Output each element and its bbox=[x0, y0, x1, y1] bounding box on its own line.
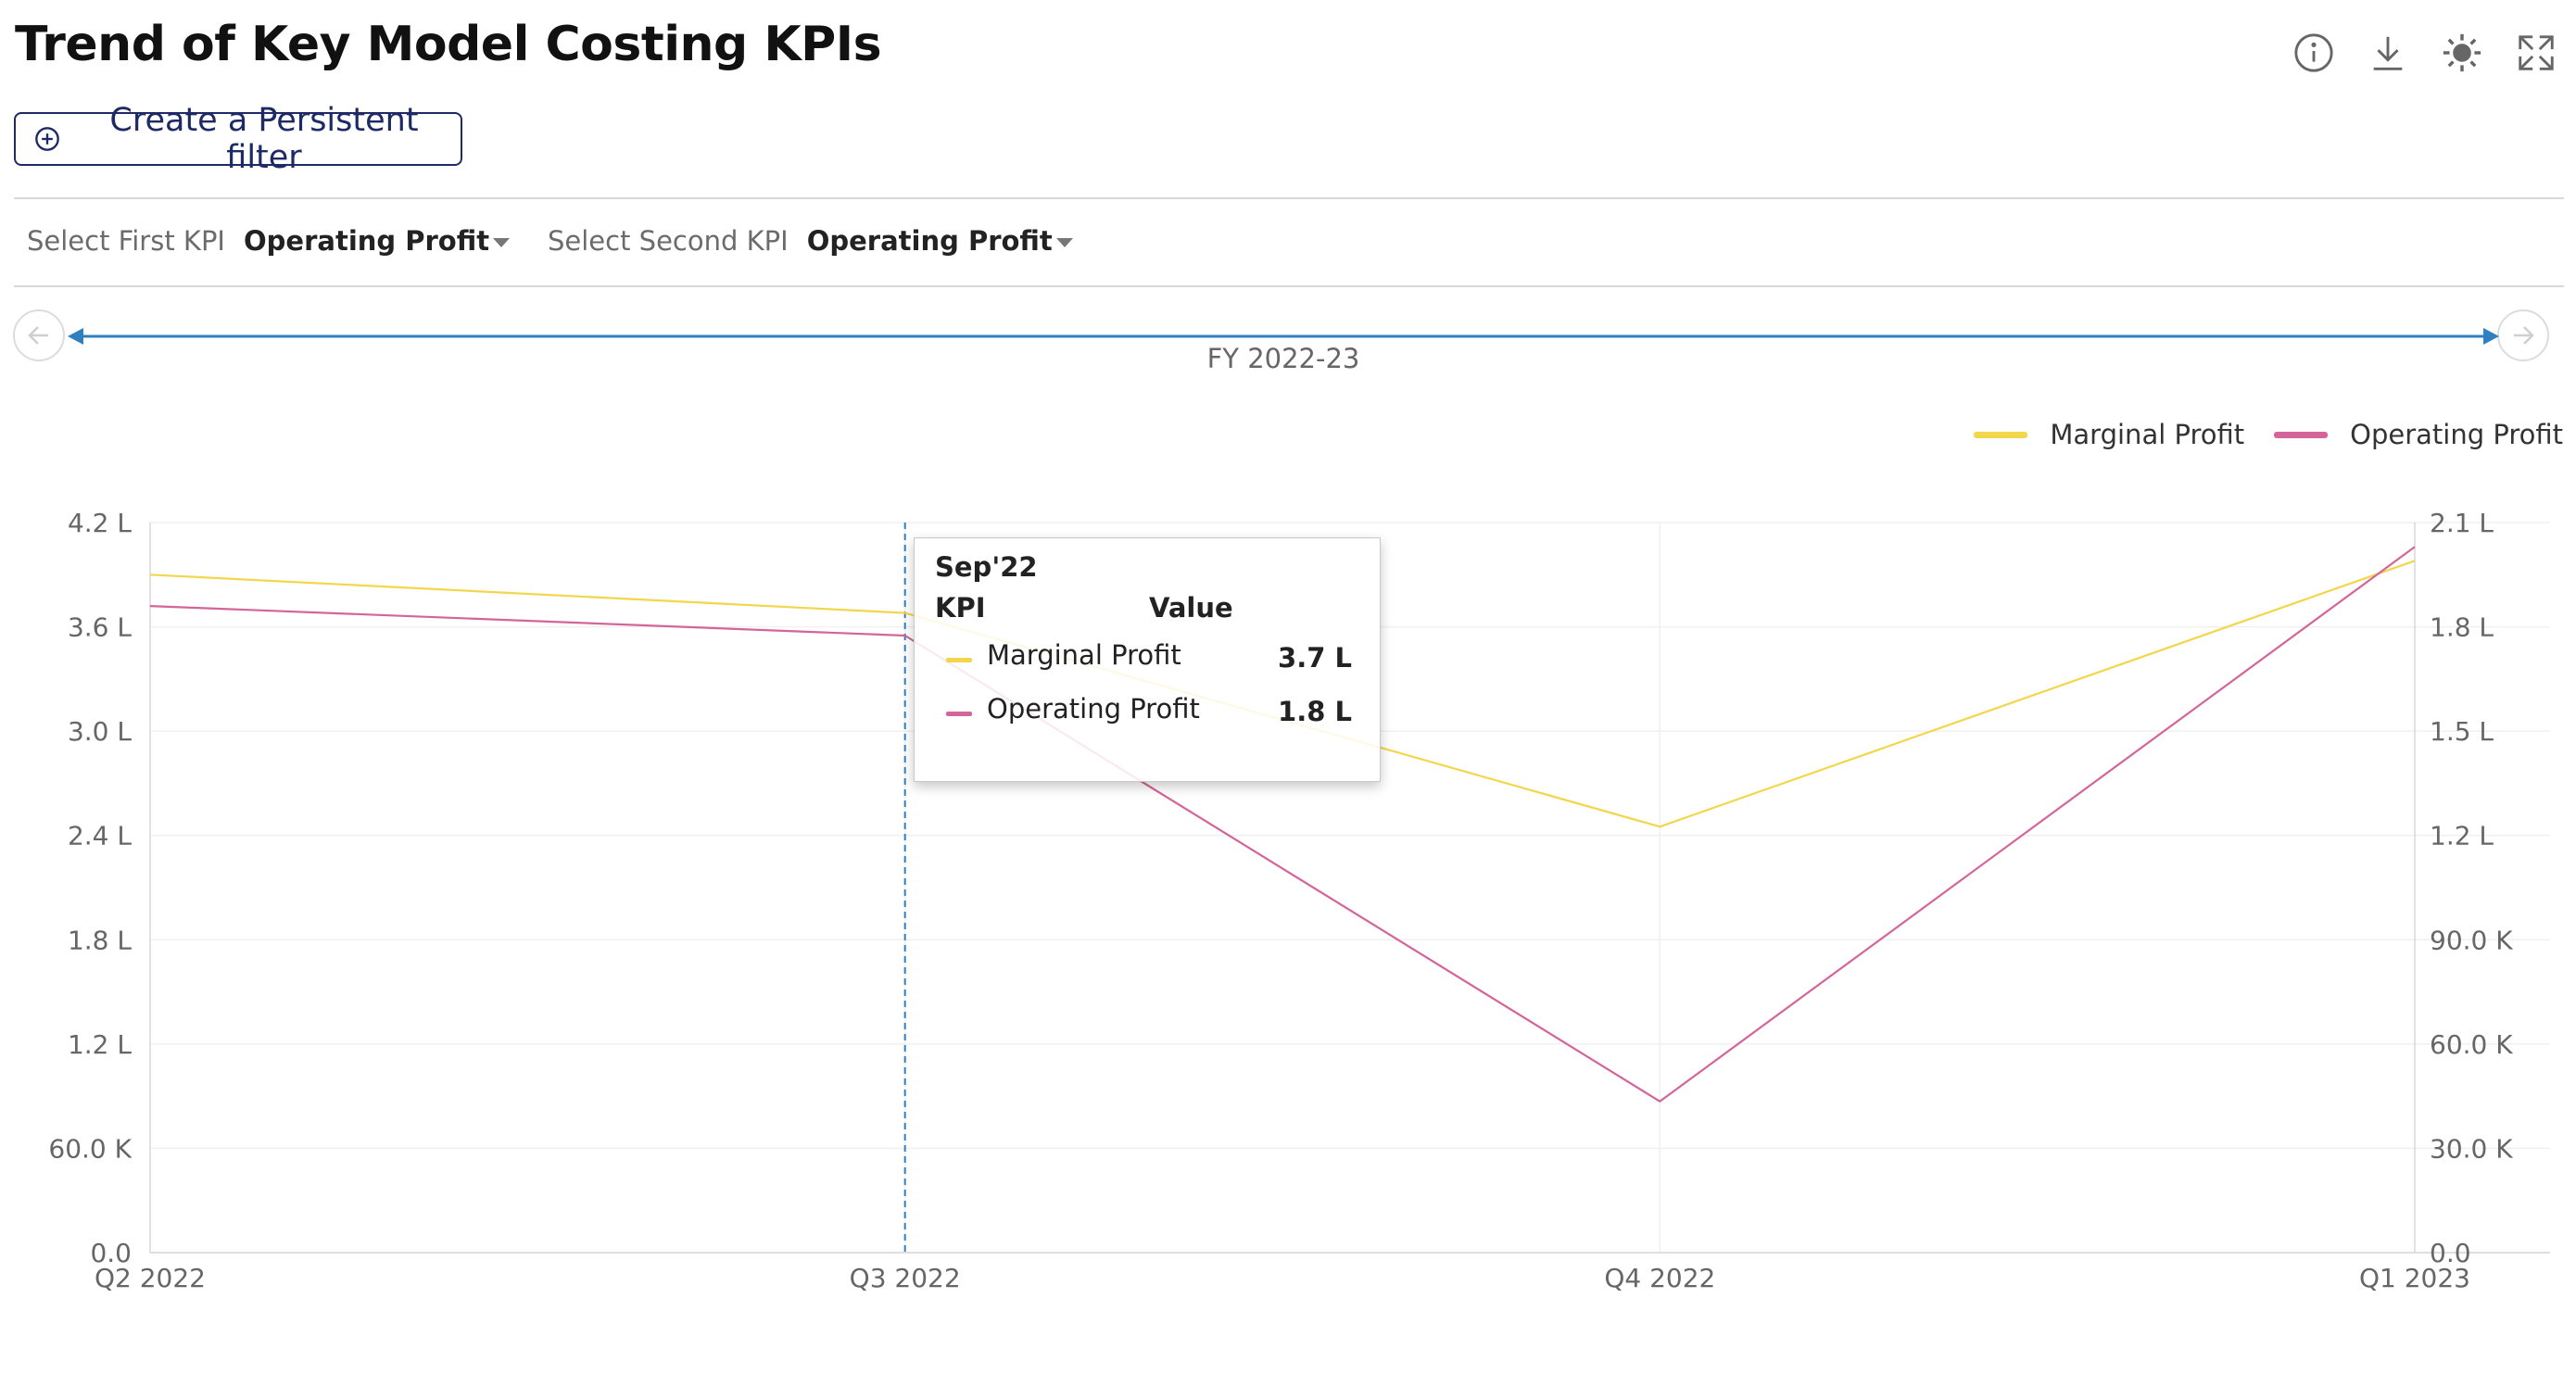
legend-item-operating-profit[interactable]: Operating Profit bbox=[2274, 419, 2563, 450]
data-point-marginal-profit bbox=[2413, 559, 2418, 563]
data-point-marginal-profit bbox=[903, 611, 907, 615]
data-point-marginal-profit bbox=[1658, 825, 1662, 829]
tooltip-kpi-value: 1.8 L bbox=[1278, 696, 1352, 727]
kpi-selector-row: Select First KPI Operating Profit Select… bbox=[0, 225, 2576, 266]
divider bbox=[14, 285, 2564, 287]
y-left-tick-label: 3.0 L bbox=[68, 716, 132, 747]
tooltip-row-marginal-profit: Marginal Profit 3.7 L bbox=[946, 642, 1352, 674]
second-kpi-value: Operating Profit bbox=[806, 225, 1053, 257]
legend-label: Operating Profit bbox=[2350, 419, 2563, 450]
toolbar bbox=[2287, 26, 2563, 80]
first-kpi-value: Operating Profit bbox=[244, 225, 490, 257]
timeline-handle-end[interactable] bbox=[2483, 328, 2499, 345]
second-kpi-label: Select Second KPI bbox=[548, 225, 789, 257]
first-kpi-label: Select First KPI bbox=[27, 225, 225, 257]
settings-button[interactable] bbox=[2435, 26, 2489, 80]
data-point-operating-profit bbox=[148, 604, 153, 609]
expand-button[interactable] bbox=[2509, 26, 2563, 80]
y-left-tick-label: 60.0 K bbox=[48, 1133, 132, 1164]
chevron-down-icon bbox=[493, 238, 511, 247]
first-kpi-selector: Select First KPI Operating Profit bbox=[27, 225, 511, 257]
y-right-tick-label: 1.2 L bbox=[2430, 821, 2494, 851]
x-tick-label: Q2 2022 bbox=[95, 1263, 206, 1293]
y-right-tick-label: 0.0 bbox=[2430, 1238, 2471, 1268]
x-tick-label: Q4 2022 bbox=[1604, 1263, 1715, 1293]
chart-grid bbox=[149, 522, 2550, 1254]
arrow-right-icon bbox=[2514, 326, 2534, 345]
legend-item-marginal-profit[interactable]: Marginal Profit bbox=[1974, 419, 2244, 450]
x-tick-label: Q1 2023 bbox=[2359, 1263, 2470, 1293]
y-left-tick-label: 1.8 L bbox=[68, 925, 132, 955]
x-tick-label: Q3 2022 bbox=[850, 1263, 961, 1293]
legend-label: Marginal Profit bbox=[2050, 419, 2245, 450]
data-point-operating-profit bbox=[1658, 1099, 1662, 1103]
chart-tooltip: Sep'22 KPI Value Marginal Profit 3.7 L O… bbox=[914, 537, 1381, 782]
page-title: Trend of Key Model Costing KPIs bbox=[15, 17, 882, 72]
second-kpi-dropdown[interactable]: Operating Profit bbox=[807, 225, 1073, 257]
y-right-tick-label: 90.0 K bbox=[2430, 925, 2513, 955]
first-kpi-dropdown[interactable]: Operating Profit bbox=[244, 225, 511, 257]
y-right-tick-label: 60.0 K bbox=[2430, 1029, 2513, 1060]
info-button[interactable] bbox=[2287, 26, 2341, 80]
divider bbox=[14, 197, 2564, 199]
data-point-operating-profit bbox=[903, 633, 907, 637]
chart-axes: 0.0 60.0 K 1.2 L 1.8 L 2.4 L 3.0 L 3.6 L 4.2 L 0… bbox=[48, 508, 2513, 1293]
series-line-operating-profit bbox=[149, 546, 2416, 1103]
y-left-tick-label: 1.2 L bbox=[68, 1029, 132, 1060]
second-kpi-selector: Select Second KPI Operating Profit bbox=[548, 225, 1073, 257]
timeline-label: FY 2022-23 bbox=[1207, 343, 1360, 374]
data-point-operating-profit bbox=[2413, 545, 2418, 549]
create-persistent-filter-button[interactable]: Create a Persistent filter bbox=[14, 102, 462, 176]
timeline-slider: FY 2022-23 bbox=[13, 309, 2549, 374]
plus-circle-icon bbox=[35, 127, 59, 151]
arrow-left-icon bbox=[28, 326, 48, 345]
y-left-tick-label: 4.2 L bbox=[68, 508, 132, 538]
timeline-handle-start[interactable] bbox=[68, 328, 83, 345]
tooltip-title: Sep'22 bbox=[935, 551, 1038, 583]
download-icon bbox=[2373, 36, 2403, 70]
y-right-tick-label: 1.8 L bbox=[2430, 612, 2494, 643]
tooltip-kpi-header: KPI bbox=[935, 592, 986, 624]
chevron-down-icon bbox=[1055, 238, 1073, 247]
y-right-tick-label: 2.1 L bbox=[2430, 508, 2494, 538]
tooltip-swatch bbox=[946, 712, 972, 716]
legend-swatch bbox=[1974, 431, 2028, 438]
y-left-tick-label: 0.0 bbox=[90, 1238, 132, 1268]
tooltip-swatch bbox=[946, 658, 972, 662]
y-right-tick-label: 30.0 K bbox=[2430, 1133, 2513, 1164]
data-point-marginal-profit bbox=[148, 573, 153, 577]
tooltip-kpi-value: 3.7 L bbox=[1278, 642, 1352, 674]
y-left-tick-label: 2.4 L bbox=[68, 821, 132, 851]
filter-button-label: Create a Persistent filter bbox=[109, 102, 419, 176]
info-icon bbox=[2294, 33, 2333, 72]
settings-icon bbox=[2443, 33, 2481, 72]
tooltip-value-header: Value bbox=[1149, 592, 1233, 624]
y-left-tick-label: 3.6 L bbox=[68, 612, 132, 643]
tooltip-kpi-name: Operating Profit bbox=[987, 693, 1200, 725]
expand-icon bbox=[2519, 35, 2554, 70]
legend-swatch bbox=[2274, 431, 2329, 438]
download-button[interactable] bbox=[2361, 26, 2415, 80]
chart-legend: Marginal Profit Operating Profit bbox=[1944, 419, 2563, 450]
tooltip-kpi-name: Marginal Profit bbox=[987, 639, 1181, 671]
tooltip-row-operating-profit: Operating Profit 1.8 L bbox=[946, 696, 1352, 727]
y-right-tick-label: 1.5 L bbox=[2430, 716, 2494, 747]
